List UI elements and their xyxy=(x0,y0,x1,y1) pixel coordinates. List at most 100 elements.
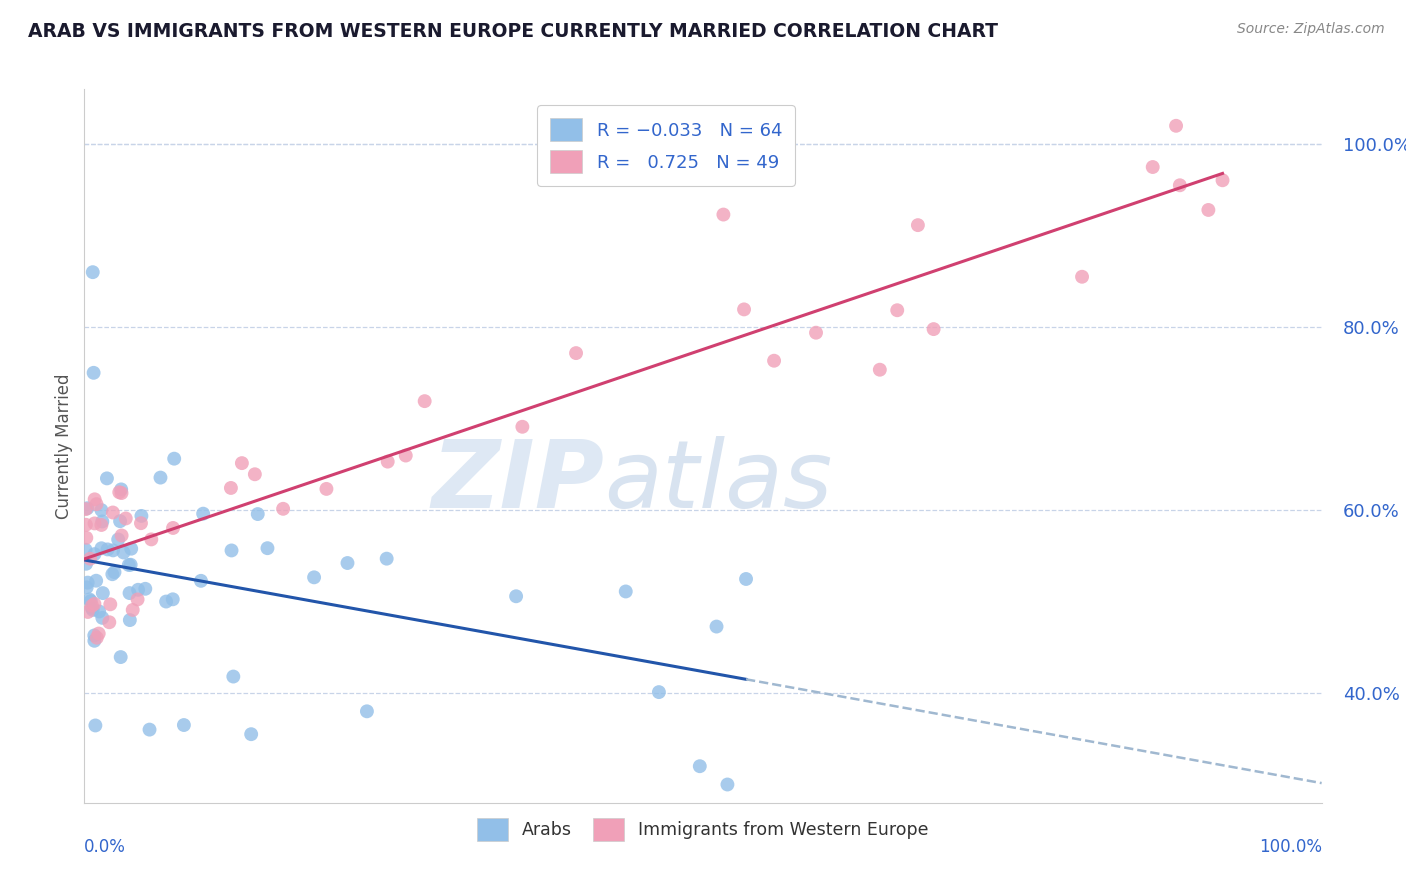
Point xyxy=(1197,202,1219,217)
Point xyxy=(83,547,105,561)
Point xyxy=(83,597,105,611)
Point xyxy=(163,451,186,466)
Point xyxy=(886,303,908,318)
Point xyxy=(82,265,104,279)
Point xyxy=(79,551,101,566)
Point xyxy=(76,501,98,516)
Point xyxy=(120,558,142,572)
Point xyxy=(76,605,98,619)
Point xyxy=(75,502,97,516)
Point xyxy=(83,633,105,648)
Point xyxy=(107,533,129,547)
Point xyxy=(240,727,263,741)
Point xyxy=(138,723,160,737)
Point xyxy=(110,650,132,665)
Point xyxy=(1071,269,1094,284)
Point xyxy=(97,542,120,557)
Point xyxy=(83,628,105,642)
Point xyxy=(377,455,399,469)
Point xyxy=(512,419,534,434)
Point xyxy=(733,302,755,317)
Point xyxy=(256,541,278,556)
Point xyxy=(101,506,124,520)
Point xyxy=(413,394,436,409)
Point xyxy=(221,543,243,558)
Point xyxy=(83,492,105,507)
Point xyxy=(1212,173,1234,187)
Point xyxy=(98,615,121,630)
Legend: Arabs, Immigrants from Western Europe: Arabs, Immigrants from Western Europe xyxy=(470,812,936,847)
Point xyxy=(869,362,891,376)
Point xyxy=(149,470,172,484)
Point xyxy=(91,515,114,529)
Point xyxy=(118,613,141,627)
Point xyxy=(162,592,184,607)
Point xyxy=(922,322,945,336)
Point xyxy=(246,507,269,521)
Point xyxy=(243,467,266,482)
Point xyxy=(735,572,758,586)
Point xyxy=(1168,178,1191,193)
Point xyxy=(101,567,124,582)
Point xyxy=(108,485,131,500)
Point xyxy=(90,503,112,517)
Point xyxy=(103,565,125,579)
Point xyxy=(302,570,325,584)
Point xyxy=(127,582,149,597)
Point xyxy=(763,353,786,368)
Point xyxy=(219,481,242,495)
Point xyxy=(86,497,108,511)
Point xyxy=(689,759,711,773)
Point xyxy=(118,586,141,600)
Point xyxy=(134,582,156,596)
Point xyxy=(89,605,111,619)
Point xyxy=(84,718,107,732)
Point xyxy=(131,508,153,523)
Point xyxy=(155,594,177,608)
Text: ZIP: ZIP xyxy=(432,435,605,528)
Point xyxy=(173,718,195,732)
Point xyxy=(108,514,131,528)
Point xyxy=(111,528,134,542)
Point xyxy=(1142,160,1164,174)
Point xyxy=(75,517,97,532)
Point xyxy=(395,449,418,463)
Point xyxy=(110,483,132,497)
Point xyxy=(112,545,135,559)
Text: Source: ZipAtlas.com: Source: ZipAtlas.com xyxy=(1237,22,1385,37)
Point xyxy=(713,208,735,222)
Point xyxy=(90,541,112,556)
Point xyxy=(1164,119,1187,133)
Point xyxy=(110,486,132,500)
Point xyxy=(614,584,637,599)
Point xyxy=(82,603,104,617)
Point xyxy=(706,619,728,633)
Text: 100.0%: 100.0% xyxy=(1258,838,1322,856)
Point xyxy=(907,218,929,232)
Point xyxy=(80,594,103,608)
Point xyxy=(191,507,214,521)
Point xyxy=(271,501,294,516)
Point xyxy=(96,471,118,485)
Point xyxy=(162,521,184,535)
Point xyxy=(87,626,110,640)
Point xyxy=(76,580,98,594)
Point xyxy=(80,599,103,613)
Point xyxy=(114,511,136,525)
Point xyxy=(127,592,149,607)
Point xyxy=(80,601,103,615)
Point xyxy=(86,631,108,645)
Point xyxy=(129,516,152,531)
Point xyxy=(356,704,378,718)
Point xyxy=(375,551,398,566)
Point xyxy=(83,516,105,531)
Point xyxy=(101,543,124,558)
Text: atlas: atlas xyxy=(605,436,832,527)
Point xyxy=(222,669,245,683)
Point xyxy=(75,557,97,571)
Point xyxy=(84,574,107,588)
Point xyxy=(98,597,121,611)
Point xyxy=(505,589,527,603)
Point xyxy=(648,685,671,699)
Point xyxy=(79,592,101,607)
